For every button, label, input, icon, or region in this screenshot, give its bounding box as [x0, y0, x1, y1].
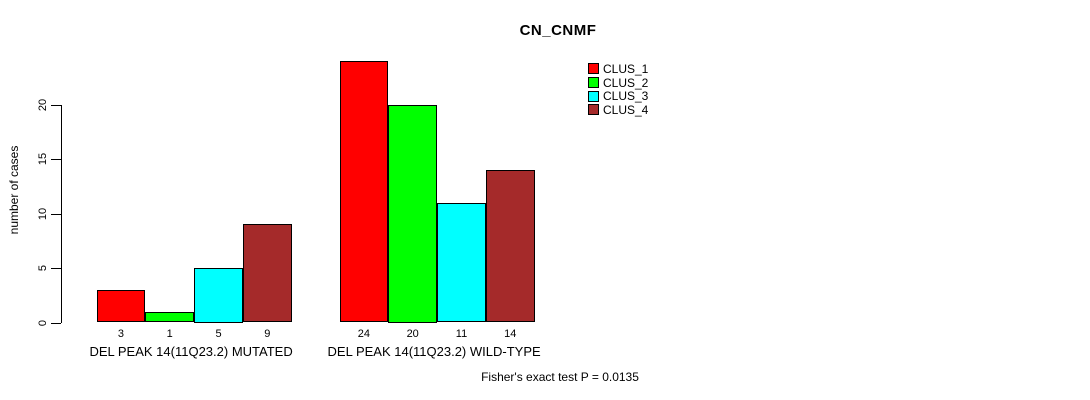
bar-clus_4	[242, 224, 292, 323]
legend-item-label: CLUS_1	[603, 61, 649, 76]
legend-swatch-icon	[588, 104, 599, 116]
bar-clus_1	[96, 289, 146, 323]
legend: CLUS_1 CLUS_2 CLUS_3 CLUS_4	[588, 62, 648, 117]
group-label: DEL PEAK 14(11Q23.2) WILD-TYPE	[327, 344, 541, 359]
y-tick-mark	[51, 159, 61, 160]
y-tick-label: 20	[37, 98, 49, 111]
y-tick-label: 5	[37, 264, 49, 272]
legend-swatch-icon	[588, 63, 599, 75]
y-tick-mark	[51, 268, 61, 269]
legend-item-label: CLUS_3	[603, 89, 649, 104]
bar-clus_2	[388, 104, 438, 323]
bar-clus_2	[145, 311, 195, 323]
y-tick-label: 15	[37, 152, 49, 166]
bar-clus_3	[437, 202, 486, 323]
y-tick-mark	[51, 213, 61, 215]
y-tick-label: 0	[37, 319, 49, 326]
group-label: DEL PEAK 14(11Q23.2) MUTATED	[89, 344, 293, 359]
bar-value-label: 11	[455, 328, 468, 340]
y-axis-label: number of cases	[7, 145, 21, 235]
y-tick-label: 10	[37, 207, 49, 220]
legend-item: CLUS_1	[588, 62, 648, 76]
bar-value-label: 9	[264, 328, 271, 340]
bar-value-label: 20	[406, 328, 419, 340]
bar-clus_1	[339, 60, 389, 323]
legend-swatch-icon	[588, 77, 599, 89]
bar-value-label: 3	[117, 328, 124, 340]
bar-value-label: 5	[215, 328, 222, 340]
legend-item-label: CLUS_2	[603, 75, 649, 90]
legend-item: CLUS_2	[588, 76, 648, 90]
chart-title: CN_CNMF	[519, 22, 597, 39]
legend-swatch-icon	[588, 90, 599, 102]
legend-item: CLUS_4	[588, 103, 648, 117]
bar-clus_3	[194, 268, 243, 323]
y-axis-line	[61, 105, 62, 323]
y-tick-mark	[51, 104, 61, 106]
legend-item-label: CLUS_4	[603, 102, 649, 117]
bar-clus_4	[485, 169, 535, 323]
y-tick-mark	[51, 322, 61, 324]
legend-item: CLUS_3	[588, 89, 648, 103]
bar-value-label: 1	[166, 328, 173, 340]
bar-value-label: 24	[357, 328, 371, 340]
fisher-test-note: Fisher's exact test P = 0.0135	[481, 370, 639, 384]
bar-value-label: 14	[504, 328, 517, 340]
